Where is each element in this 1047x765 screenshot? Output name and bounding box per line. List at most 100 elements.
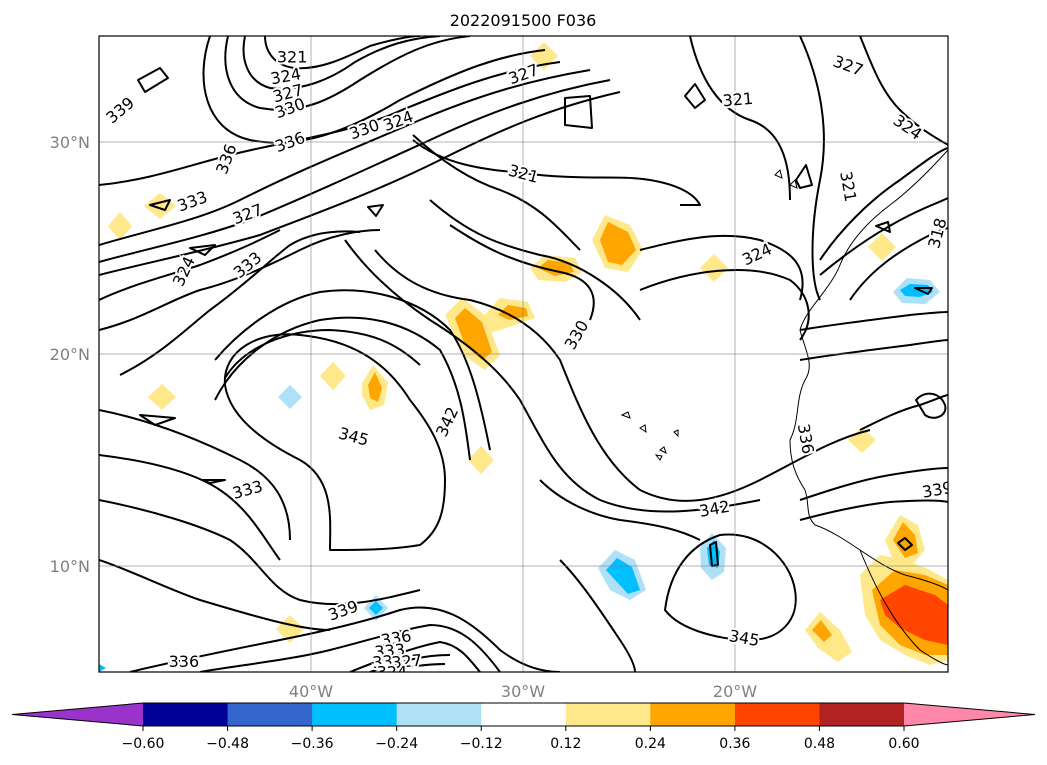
contour: [539, 479, 701, 541]
contour: [224, 36, 471, 111]
cape-verde: [620, 411, 679, 461]
colorbar-segment: [565, 703, 651, 726]
contour-label: 330: [372, 651, 404, 673]
contour: [99, 79, 611, 263]
contour: [559, 559, 636, 672]
contour: [389, 663, 446, 672]
contour: [412, 139, 701, 206]
lon-label-30w: 30°W: [501, 682, 545, 701]
lon-label-40w: 40°W: [289, 682, 333, 701]
contour: [914, 287, 933, 295]
contour: [137, 67, 169, 93]
colorbar-tick-label: 0.24: [635, 736, 666, 752]
shade-b5-blue: [369, 601, 383, 615]
colorbar-segment: [734, 703, 820, 726]
contour: [369, 654, 451, 672]
longitude-labels: 40°W 30°W 20°W: [289, 682, 757, 701]
contour: [897, 537, 913, 551]
contour: [344, 239, 761, 513]
map-title: 2022091500 F036: [450, 11, 597, 30]
coastline: [620, 149, 948, 666]
shade-c2-orange: [538, 260, 574, 276]
contour: [689, 36, 791, 201]
contour: [214, 289, 491, 451]
colorbar-tick-label: 0.36: [719, 736, 750, 752]
shade-b6: [99, 664, 106, 672]
lat-label-10n: 10°N: [50, 557, 90, 576]
shade-d5: [468, 446, 494, 474]
colorbar-tick-label: −0.48: [206, 736, 249, 752]
shade-d8: [868, 233, 896, 261]
contour: [99, 454, 281, 561]
canary-islands: [774, 169, 798, 189]
colorbar-tick-label: −0.12: [460, 736, 503, 752]
lat-label-30n: 30°N: [50, 133, 90, 152]
contour: [799, 499, 948, 521]
contour: [264, 36, 421, 70]
shade-d3: [148, 384, 176, 410]
contour: [99, 409, 291, 541]
contour-label: 324: [377, 663, 408, 682]
shade-c4-orange: [498, 305, 528, 320]
contour-label: 339: [921, 478, 954, 502]
contour: [859, 36, 948, 146]
contour: [119, 230, 361, 376]
contour: [367, 204, 384, 217]
colorbar-tick-label: −0.36: [291, 736, 334, 752]
contour: [664, 533, 797, 641]
colorbar-segment: [819, 703, 905, 726]
contour: [199, 624, 501, 672]
colorbar-tick-label: 0.12: [550, 736, 581, 752]
contour: [639, 234, 804, 301]
shade-c1-orange: [600, 222, 636, 265]
contour: [564, 95, 593, 129]
shade-d7: [700, 254, 728, 282]
contour: [99, 499, 421, 606]
contour-lines: [99, 36, 948, 672]
shade-c3-orange: [455, 308, 492, 360]
graticule: [99, 36, 948, 672]
contour-label: 321: [277, 48, 308, 67]
contour: [449, 224, 595, 321]
shade-gulf-orange: [893, 522, 918, 558]
contour: [849, 227, 948, 301]
contour-345: [223, 333, 446, 551]
contour: [149, 199, 171, 211]
contour: [99, 229, 281, 301]
contour: [349, 641, 481, 672]
colorbar-segment: [143, 703, 229, 726]
colorbar-tick-label: 0.48: [804, 736, 835, 752]
shade-b4: [278, 385, 302, 409]
contour: [799, 311, 948, 331]
shade-b1-blue: [606, 558, 640, 594]
contour: [99, 559, 331, 631]
contour: [799, 36, 825, 301]
gulf-coast: [859, 549, 948, 666]
contour-label: 336: [169, 652, 200, 671]
contour: [795, 164, 813, 189]
contour: [684, 83, 706, 109]
contour: [875, 221, 891, 233]
colorbar-segment: [396, 703, 482, 726]
shade-sahel-orange: [812, 620, 832, 642]
colorbar-segment: [481, 703, 567, 726]
colorbar-segment: [227, 703, 313, 726]
contour: [129, 606, 561, 672]
contour-label: 327: [391, 651, 423, 673]
shaded-anomalies: [99, 42, 948, 672]
contour: [819, 197, 948, 276]
contour: [819, 147, 948, 261]
contour: [139, 414, 176, 426]
lon-label-20w: 20°W: [713, 682, 757, 701]
shade-d4: [320, 362, 346, 390]
latitude-labels: 30°N 20°N 10°N: [50, 133, 90, 576]
contour: [915, 392, 947, 419]
contour: [799, 467, 948, 501]
shade-d1: [108, 212, 132, 240]
colorbar-tick-label: −0.24: [375, 736, 418, 752]
colorbar-segment: [650, 703, 736, 726]
africa-coast: [789, 149, 948, 591]
colorbar-tick-label: 0.60: [888, 736, 919, 752]
